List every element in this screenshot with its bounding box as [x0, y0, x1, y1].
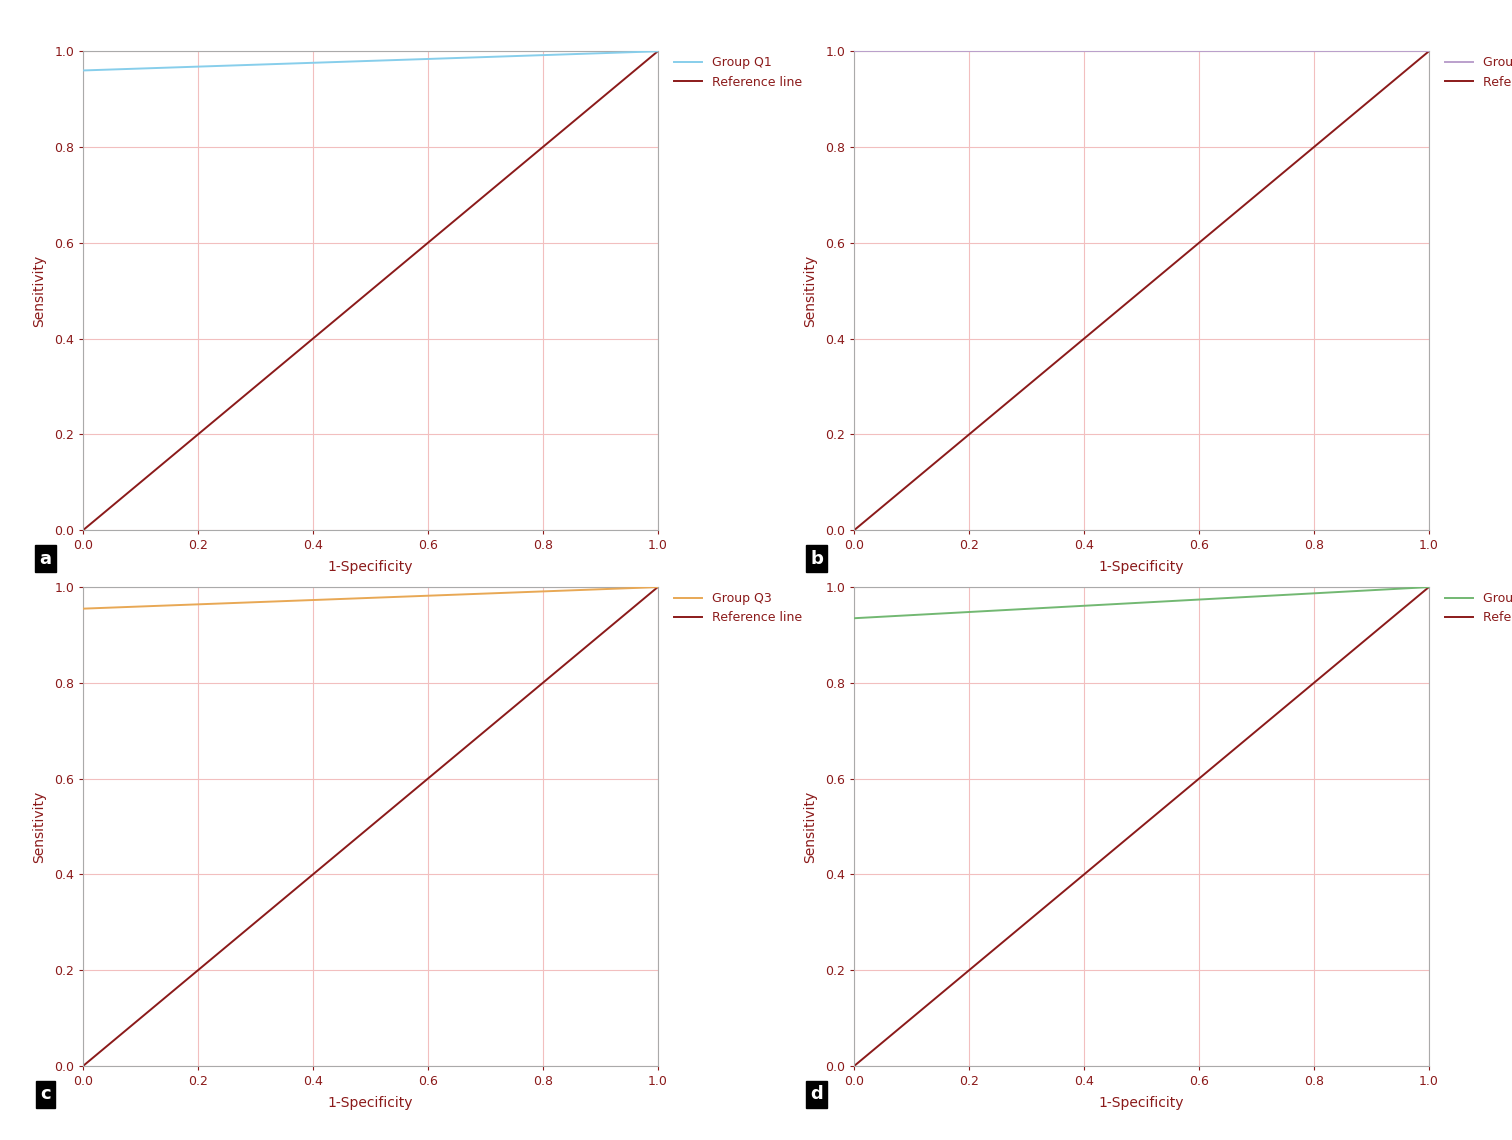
Text: a: a	[39, 549, 51, 568]
X-axis label: 1-Specificity: 1-Specificity	[328, 1097, 413, 1110]
X-axis label: 1-Specificity: 1-Specificity	[328, 561, 413, 575]
X-axis label: 1-Specificity: 1-Specificity	[1099, 561, 1184, 575]
Legend: Group Q2, Reference line: Group Q2, Reference line	[1441, 51, 1512, 93]
Legend: Group Q1, Reference line: Group Q1, Reference line	[670, 51, 807, 93]
Y-axis label: Sensitivity: Sensitivity	[803, 790, 816, 863]
Y-axis label: Sensitivity: Sensitivity	[32, 254, 45, 327]
Y-axis label: Sensitivity: Sensitivity	[803, 254, 816, 327]
X-axis label: 1-Specificity: 1-Specificity	[1099, 1097, 1184, 1110]
Text: b: b	[810, 549, 823, 568]
Legend: Group Q4, Reference line: Group Q4, Reference line	[1441, 587, 1512, 629]
Text: c: c	[39, 1085, 51, 1104]
Y-axis label: Sensitivity: Sensitivity	[32, 790, 45, 863]
Legend: Group Q3, Reference line: Group Q3, Reference line	[670, 587, 807, 629]
Text: d: d	[810, 1085, 823, 1104]
